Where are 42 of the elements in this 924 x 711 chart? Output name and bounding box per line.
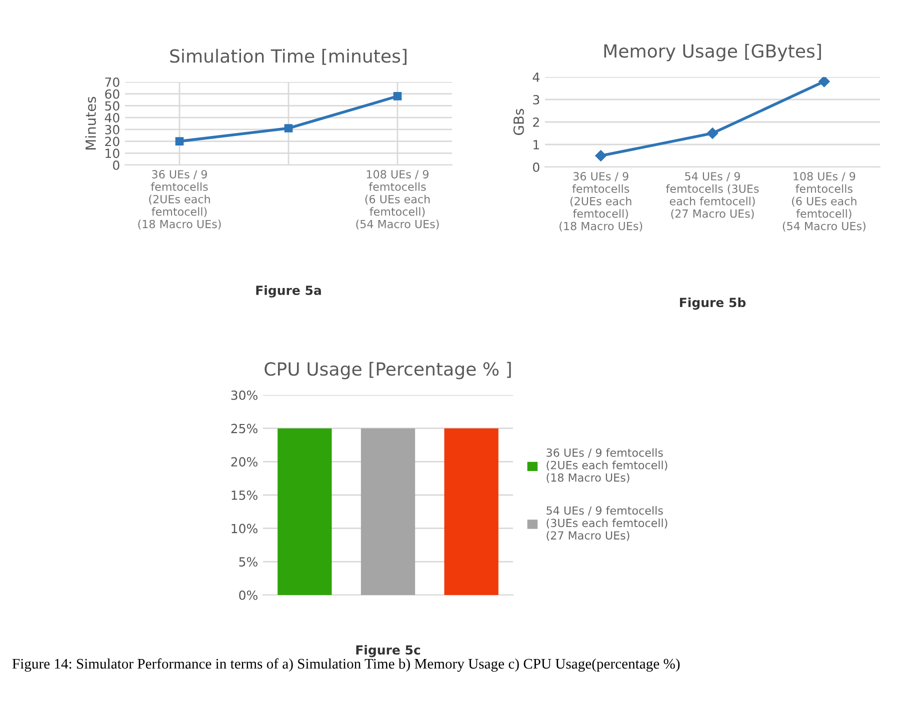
legend-label: 36 UEs / 9 femtocells (2UEs each femtocell) (18 Macro UEs) xyxy=(546,448,668,484)
caption: Figure 5c xyxy=(356,645,420,658)
y-tick-label: 10 xyxy=(106,148,120,158)
y-axis-title: GBs xyxy=(513,108,524,135)
point xyxy=(595,150,606,162)
y-tick-label: 50 xyxy=(105,101,120,111)
y-tick-label: 30 xyxy=(105,124,120,134)
y-tick-label: 60 xyxy=(105,89,120,99)
y-tick-label: 15% xyxy=(232,490,258,500)
y-tick-label: 70 xyxy=(105,77,120,87)
x-tick-label: 108 UEs / 9 femtocells (6 UEs each femtocell) (54 Macro UEs) xyxy=(782,172,866,232)
y-tick-label: 0 xyxy=(113,160,120,170)
caption: Figure 5a xyxy=(256,285,321,298)
y-tick-label: 20% xyxy=(231,457,258,467)
y-axis-title: Minutes xyxy=(85,96,96,150)
y-tick-label: 5% xyxy=(239,557,258,567)
y-tick-label: 0% xyxy=(239,590,258,600)
y-tick-label: 10% xyxy=(232,524,258,534)
y-tick-label: 20 xyxy=(105,136,120,146)
legend-label: 54 UEs / 9 femtocells (3UEs each femtocell) (27 Macro UEs) xyxy=(546,506,668,541)
x-tick-label: 36 UEs / 9 femtocells (2UEs each femtocell) (18 Macro UEs) xyxy=(138,170,221,230)
point xyxy=(175,137,184,146)
y-tick-label: 0 xyxy=(533,162,540,172)
caption: Figure 14: Simulator Performance in terms of a) Simulation Time b) Memory Usage c) CPU Usage(percentage %) xyxy=(12,658,680,672)
point xyxy=(818,77,830,88)
caption: Figure 5b xyxy=(680,298,746,310)
y-tick-label: 40 xyxy=(104,113,120,122)
x-tick-label: 108 UEs / 9 femtocells (6 UEs each femtocell) (54 Macro UEs) xyxy=(356,170,439,230)
y-tick-label: 30% xyxy=(231,390,258,400)
x-tick-label: 54 UEs / 9 femtocells (3UEs each femtocell) (27 Macro UEs) xyxy=(666,172,759,220)
point xyxy=(706,128,718,139)
y-tick-label: 2 xyxy=(533,117,539,127)
y-tick-label: 4 xyxy=(532,72,540,82)
point xyxy=(393,92,402,100)
chart-title: Memory Usage [GBytes] xyxy=(604,44,821,62)
point xyxy=(284,124,293,132)
y-tick-label: 25% xyxy=(231,424,258,434)
y-tick-label: 1 xyxy=(534,140,539,150)
chart-title: CPU Usage [Percentage % ] xyxy=(264,362,511,380)
x-tick-label: 36 UEs / 9 femtocells (2UEs each femtocell) (18 Macro UEs) xyxy=(560,172,642,232)
y-tick-label: 3 xyxy=(533,94,540,104)
chart-title: Simulation Time [minutes] xyxy=(170,48,406,65)
